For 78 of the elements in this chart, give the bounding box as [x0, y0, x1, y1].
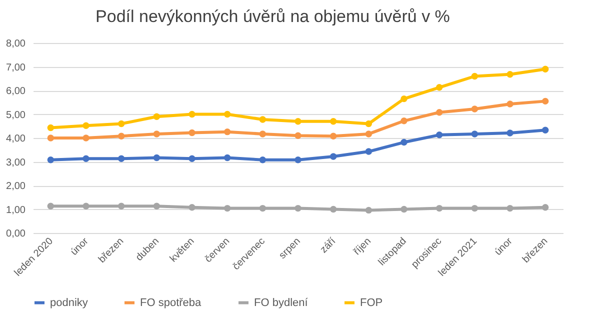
point [436, 84, 443, 91]
point [330, 153, 337, 160]
legend-label: FO spotřeba [140, 296, 202, 309]
y-tick-label: 1,00 [6, 204, 26, 216]
chart-title: Podíl nevýkonných úvěrů na objemu úvěrů v % [96, 7, 450, 26]
point [47, 124, 54, 132]
y-tick-label: 8,00 [6, 38, 26, 50]
x-tick-label: září [318, 236, 338, 256]
point [330, 206, 337, 213]
point [259, 156, 266, 164]
point [400, 118, 408, 124]
point [82, 155, 90, 162]
point [294, 132, 302, 139]
point [294, 118, 302, 125]
y-tick-label: 3,00 [6, 157, 26, 168]
y-tick-label: 7,00 [6, 62, 26, 74]
point [188, 110, 196, 118]
point [506, 130, 514, 136]
point [294, 156, 302, 164]
point [506, 204, 514, 212]
y-tick-label: 4,00 [6, 134, 26, 144]
y-tick-label: 2,00 [6, 181, 26, 192]
point [188, 129, 196, 136]
point [471, 106, 478, 112]
point [188, 204, 196, 211]
point [365, 130, 372, 138]
point [224, 154, 231, 162]
point [542, 126, 549, 134]
point [118, 120, 125, 128]
point [259, 130, 266, 138]
point [542, 98, 549, 105]
point [436, 109, 443, 116]
point [153, 154, 160, 162]
point [400, 206, 408, 213]
point [153, 130, 160, 138]
y-tick-label: 5,00 [6, 110, 26, 121]
point [82, 202, 90, 210]
point [436, 132, 443, 138]
point [330, 118, 337, 125]
point [365, 206, 372, 214]
point [471, 130, 478, 138]
point [224, 128, 231, 136]
point [188, 155, 196, 162]
point [471, 204, 478, 212]
point [47, 156, 54, 164]
y-tick-label: 0,00 [6, 228, 26, 240]
point [365, 148, 372, 155]
point [118, 202, 125, 210]
legend-label: FO bydlení [254, 296, 309, 309]
x-tick-label: únor [492, 235, 516, 258]
point [118, 132, 125, 140]
point [82, 134, 90, 142]
point [47, 134, 54, 142]
y-tick-label: 6,00 [6, 86, 26, 97]
point [294, 204, 302, 212]
x-tick-label: říjen [352, 236, 374, 258]
point [259, 116, 266, 123]
point [542, 204, 549, 211]
point [365, 120, 372, 128]
point [153, 202, 160, 210]
point [118, 155, 125, 162]
point [224, 110, 231, 118]
legend-label: FOP [360, 296, 383, 309]
point [506, 100, 514, 108]
point [471, 72, 478, 80]
point [153, 113, 160, 120]
point [400, 138, 408, 146]
point [506, 71, 514, 78]
legend-label: podniky [50, 296, 88, 309]
point [259, 204, 266, 212]
point [400, 95, 408, 102]
point [542, 66, 549, 72]
x-tick-label: únor [68, 235, 92, 258]
point [436, 204, 443, 212]
point [47, 202, 54, 210]
point [82, 122, 90, 129]
point [224, 204, 231, 212]
point [330, 132, 337, 140]
